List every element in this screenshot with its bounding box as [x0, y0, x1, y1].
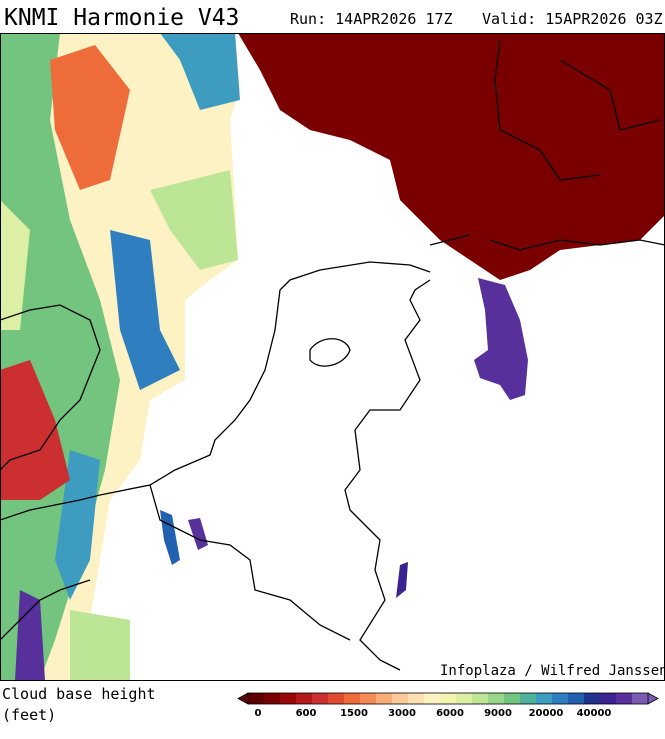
colorbar-swatch [328, 693, 345, 704]
colorbar-swatch [536, 693, 553, 704]
colorbar: 0 600 1500 3000 6000 9000 20000 40000 [237, 692, 659, 719]
colorbar-label: 600 [296, 708, 317, 719]
colorbar-label: 9000 [484, 708, 512, 719]
colorbar-swatch [376, 693, 393, 704]
cloud-field [188, 518, 208, 550]
cloud-field [150, 170, 238, 270]
legend-title: Cloud base height [2, 685, 156, 703]
coastline [0, 494, 101, 641]
cloud-field [55, 450, 100, 600]
map-title: KNMI Harmonie V43 [4, 5, 239, 31]
colorbar-swatch [424, 693, 441, 704]
cloud-field [160, 510, 180, 565]
coastline [429, 234, 665, 251]
cloud-field [160, 33, 240, 110]
colorbar-swatch [632, 693, 649, 704]
cloud-field [238, 33, 665, 280]
map-field [0, 33, 665, 680]
colorbar-swatch [584, 693, 601, 704]
cloud-field [474, 278, 528, 400]
colorbar-swatch [248, 693, 265, 704]
colorbar-swatch [520, 693, 537, 704]
cloud-field [15, 590, 45, 680]
cloud-field [0, 360, 70, 500]
colorbar-swatch [504, 693, 521, 704]
lake [309, 338, 351, 367]
colorbar-swatch [440, 693, 457, 704]
colorbar-swatch [552, 693, 569, 704]
cloud-field [0, 200, 30, 330]
colorbar-swatch [472, 693, 489, 704]
border [344, 279, 431, 671]
coastlines [0, 39, 665, 671]
colorbar-swatch [408, 693, 425, 704]
cloud-field [396, 562, 408, 598]
colorbar-swatch [360, 693, 377, 704]
colorbar-swatch [456, 693, 473, 704]
credit: Infoplaza / Wilfred Janssen [440, 663, 665, 679]
legend-unit: (feet) [2, 706, 56, 724]
colorbar-label: 20000 [529, 708, 564, 719]
colorbar-label: 6000 [436, 708, 464, 719]
cloud-field [70, 610, 130, 680]
colorbar-swatch [280, 693, 297, 704]
colorbar-swatch [568, 693, 585, 704]
border [494, 39, 661, 181]
colorbar-swatch [488, 693, 505, 704]
coastline [99, 261, 431, 496]
colorbar-swatch [392, 693, 409, 704]
colorbar-swatch [600, 693, 617, 704]
colorbar-swatch [296, 693, 313, 704]
colorbar-swatch [264, 693, 281, 704]
colorbar-label: 40000 [577, 708, 612, 719]
colorbar-frame [247, 692, 649, 705]
valid-time: Valid: 15APR2026 03Z [482, 10, 663, 28]
run-time: Run: 14APR2026 17Z [290, 10, 453, 28]
border [149, 484, 351, 641]
coastline [0, 304, 101, 471]
colorbar-swatch [344, 693, 361, 704]
cloud-field [50, 45, 130, 190]
colorbar-swatch [312, 693, 329, 704]
colorbar-label: 1500 [340, 708, 368, 719]
colorbar-label: 0 [255, 708, 262, 719]
cloud-field [110, 230, 180, 390]
colorbar-swatch [616, 693, 633, 704]
colorbar-label: 3000 [388, 708, 416, 719]
